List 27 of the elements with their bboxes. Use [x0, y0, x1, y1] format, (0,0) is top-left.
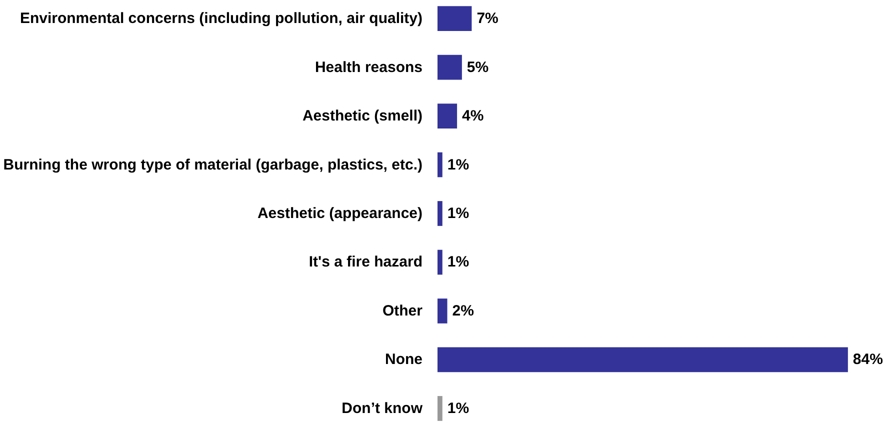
bar — [438, 396, 442, 421]
bar — [438, 347, 848, 372]
data-label: 1% — [447, 205, 470, 222]
y-tick-label: Other — [382, 302, 423, 320]
data-label: 4% — [462, 108, 484, 125]
bar — [438, 6, 472, 31]
bar — [438, 104, 458, 128]
bar — [438, 54, 462, 80]
y-tick-label: Don’t know — [342, 400, 423, 417]
data-label: 1% — [447, 400, 470, 417]
y-tick-label: Environmental concerns (including pollution, air quality) — [20, 10, 423, 28]
data-label: 5% — [466, 58, 489, 76]
y-tick-label: None — [385, 351, 422, 368]
bar — [438, 250, 442, 275]
y-tick-label: Burning the wrong type of material (garbage, plastics, etc.) — [3, 156, 423, 174]
data-label: 1% — [447, 254, 470, 271]
bar — [438, 152, 442, 178]
bar — [438, 298, 448, 324]
y-tick-label: Health reasons — [314, 58, 423, 76]
data-label: 2% — [452, 302, 474, 320]
data-label: 1% — [447, 156, 470, 174]
y-tick-label: It's a fire hazard — [308, 254, 423, 271]
y-tick-label: Aesthetic (smell) — [302, 108, 423, 125]
bar — [438, 201, 442, 226]
data-label: 7% — [476, 10, 498, 28]
y-tick-label: Aesthetic (appearance) — [257, 205, 423, 222]
data-label: 84% — [852, 351, 883, 368]
